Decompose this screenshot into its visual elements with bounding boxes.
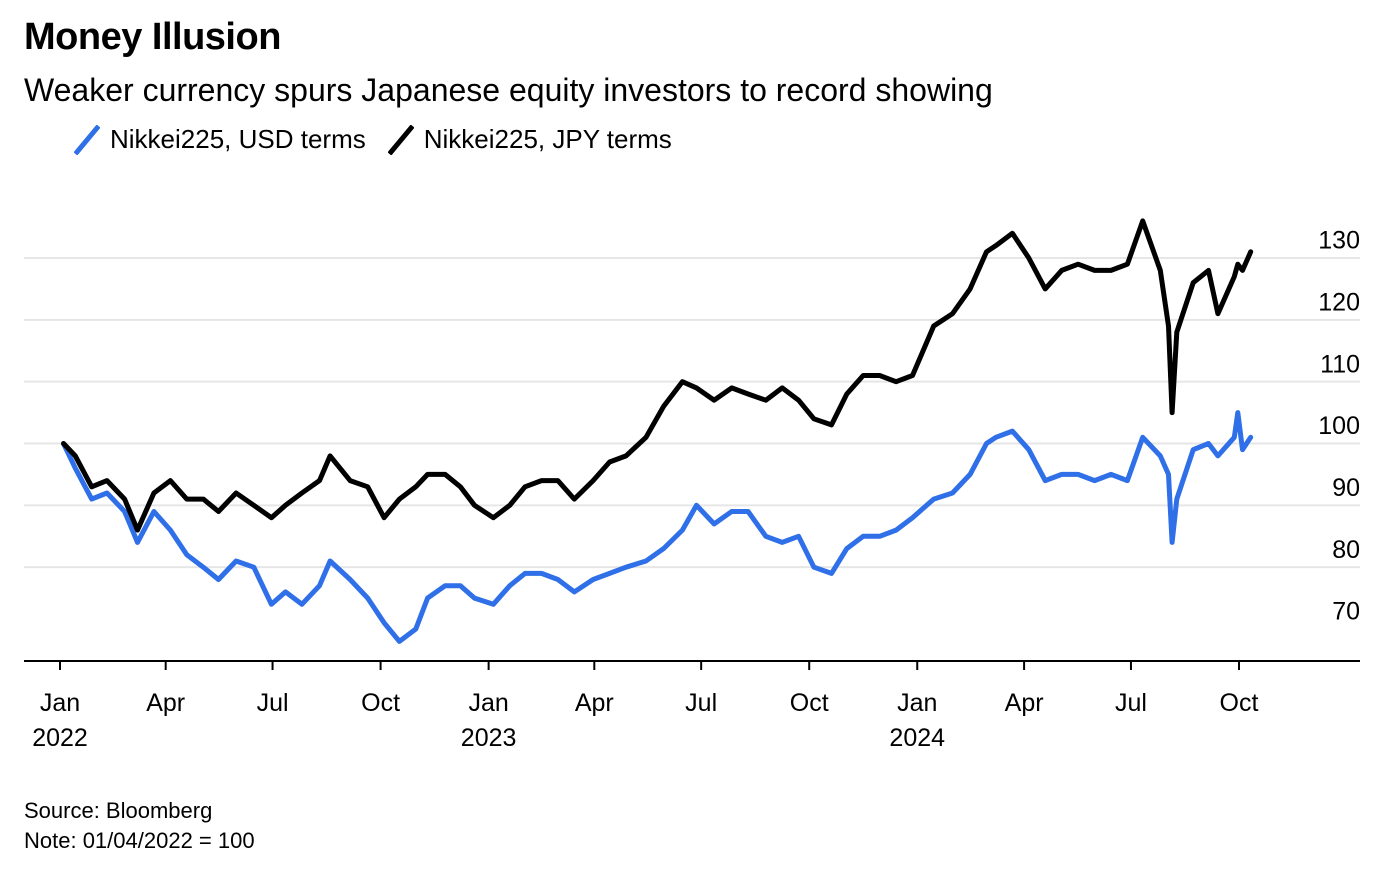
chart-footer: Source: Bloomberg Note: 01/04/2022 = 100: [24, 796, 255, 856]
x-tick-label-4: Jan: [468, 689, 508, 717]
series-line-usd: [61, 410, 1254, 644]
source-note: Source: Bloomberg: [24, 798, 213, 823]
chart-subtitle: Weaker currency spurs Japanese equity in…: [24, 72, 993, 108]
legend-swatch-usd: [74, 124, 100, 155]
legend-label-jpy: Nikkei225, JPY terms: [423, 124, 672, 154]
x-tick-year-0: 2022: [32, 724, 88, 752]
x-tick-label-7: Oct: [790, 689, 829, 717]
legend-swatch-jpy: [387, 124, 414, 155]
y-tick-label-130: 130: [1318, 227, 1360, 255]
y-tick-label-120: 120: [1318, 288, 1360, 316]
x-tick-label-2: Jul: [257, 689, 289, 717]
x-tick-label-5: Apr: [575, 689, 614, 717]
y-tick-label-90: 90: [1332, 474, 1360, 502]
x-tick-label-8: Jan: [897, 689, 937, 717]
series-line-jpy: [61, 218, 1254, 533]
x-tick-label-0: Jan: [40, 689, 80, 717]
baseline-note: Note: 01/04/2022 = 100: [24, 828, 255, 853]
x-tick-year-4: 2023: [461, 724, 517, 752]
x-tick-label-9: Apr: [1005, 689, 1044, 717]
line-chart: 70 80 90 100 110 120 130 Jan 2022 Apr Jul Oct Jan 202…: [24, 218, 1360, 752]
y-tick-label-100: 100: [1318, 412, 1360, 440]
x-tick-label-6: Jul: [685, 689, 717, 717]
chart-title: Money Illusion: [24, 16, 281, 58]
x-tick-label-11: Oct: [1220, 689, 1259, 717]
x-tick-label-1: Apr: [146, 689, 185, 717]
legend-item-jpy: Nikkei225, JPY terms: [387, 124, 672, 155]
legend-label-usd: Nikkei225, USD terms: [110, 124, 366, 154]
y-tick-label-110: 110: [1320, 350, 1360, 378]
y-tick-label-70: 70: [1332, 598, 1360, 626]
chart-legend: Nikkei225, USD terms Nikkei225, JPY term…: [74, 124, 694, 155]
y-tick-label-80: 80: [1332, 536, 1360, 564]
x-tick-year-8: 2024: [889, 724, 945, 752]
x-tick-label-10: Jul: [1115, 689, 1147, 717]
legend-item-usd: Nikkei225, USD terms: [74, 124, 366, 155]
x-tick-label-3: Oct: [361, 689, 400, 717]
